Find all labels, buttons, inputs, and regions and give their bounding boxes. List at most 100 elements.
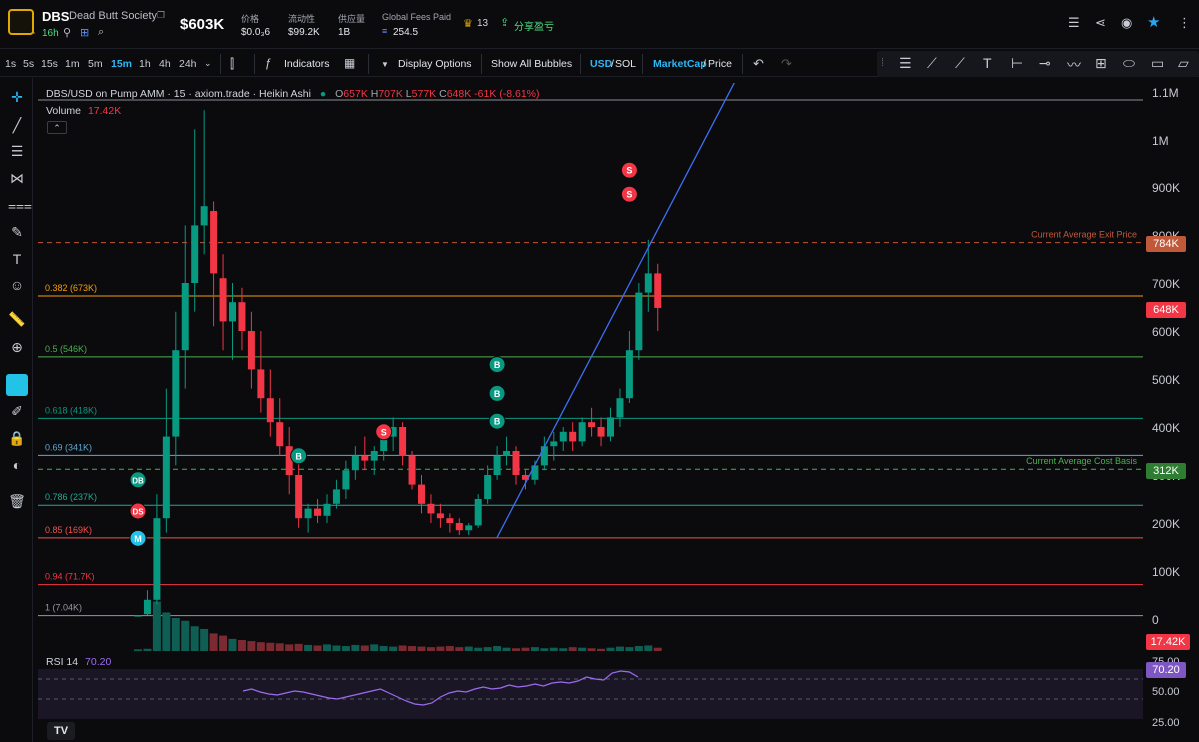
mode-price[interactable]: Price <box>708 58 732 70</box>
candle-body <box>654 273 662 308</box>
top-header: DBS Dead Butt Society ❐ ◔ 16h ⚲ ⊞ ⌕ $603… <box>0 0 1199 49</box>
volume-bar <box>237 640 246 651</box>
trade-marker <box>129 502 147 520</box>
text-icon[interactable]: T <box>12 251 22 267</box>
hlines-icon[interactable]: ☰ <box>899 55 912 71</box>
text-tool-icon[interactable]: T <box>983 55 992 71</box>
copy-icon[interactable]: ❐ <box>157 10 166 20</box>
search-icon[interactable]: ⌕ <box>98 26 105 38</box>
volume-bar <box>521 647 530 651</box>
volume-bar <box>644 645 653 651</box>
currency-usd[interactable]: USD <box>590 58 613 70</box>
trendline-icon[interactable]: ╱ <box>12 117 22 133</box>
fib-icon[interactable]: ⩶ <box>8 197 32 213</box>
share-network-icon[interactable]: ⋖ <box>1095 15 1106 30</box>
timeframe-24h[interactable]: 24h <box>179 58 197 70</box>
redo-icon[interactable]: ↷ <box>781 56 792 71</box>
measure-icon[interactable]: ⊢ <box>1011 55 1024 71</box>
rsi-band <box>38 669 1143 719</box>
candle-body <box>625 350 633 399</box>
callout-icon[interactable]: ▭ <box>1151 55 1165 71</box>
lock-icon[interactable]: 🔒 <box>8 430 26 446</box>
horizontal-lines-icon[interactable]: ☰ <box>10 143 24 159</box>
timeframe-4h[interactable]: 4h <box>159 58 171 70</box>
volume-bar <box>445 646 454 651</box>
crown-icon: ♛ <box>463 18 473 30</box>
share-pnl-button[interactable]: 分享盈亏 <box>514 22 554 33</box>
legend-h-label: H <box>370 88 379 100</box>
more-icon[interactable]: ⋮ <box>1178 15 1191 30</box>
timeframe-1m[interactable]: 1m <box>65 58 80 70</box>
candle-body <box>455 523 463 531</box>
list-icon[interactable]: ☰ <box>1068 15 1080 30</box>
holders-count: 13 <box>477 18 489 29</box>
tradingview-logo[interactable]: TV <box>47 722 75 740</box>
note-icon[interactable]: ▱ <box>1178 55 1189 71</box>
magnet-icon[interactable] <box>6 374 28 396</box>
volume-bar <box>143 648 152 651</box>
chevron-down-icon[interactable]: ⌄ <box>204 58 212 68</box>
volume-bar <box>266 642 275 651</box>
path-icon[interactable]: 〰 <box>1067 57 1081 73</box>
grid-icon[interactable]: ⊞ <box>80 27 90 39</box>
chart-canvas[interactable]: 0.382 (673K) 0.5 (546K) 0.618 (418K) 0.69 (… <box>38 0 1143 723</box>
ellipse-icon[interactable]: ⬭ <box>1123 55 1135 71</box>
layout-icon[interactable]: ▦ <box>344 56 356 70</box>
legend-change: -61K (-8.61%) <box>474 88 540 100</box>
candle-body <box>446 518 454 523</box>
candle-body <box>418 484 425 504</box>
zoom-icon[interactable]: ⊕ <box>11 339 23 355</box>
drag-handle-icon[interactable]: ⁞ <box>881 57 885 69</box>
undo-icon[interactable]: ↶ <box>753 56 764 71</box>
draw-lock-icon[interactable]: ✐ <box>11 403 23 419</box>
eye-icon[interactable]: ◉ <box>1121 15 1133 30</box>
candle-body <box>635 292 643 351</box>
timeframe-5s[interactable]: 5s <box>23 58 35 70</box>
ruler-icon[interactable]: 📏 <box>8 311 26 327</box>
link-icon[interactable]: ⚲ <box>63 27 72 39</box>
brush-icon[interactable]: ✎ <box>11 224 23 240</box>
volume-bar <box>294 643 303 651</box>
hide-icon[interactable]: ◐ <box>12 457 22 473</box>
pattern-icon[interactable]: ⋈ <box>10 170 24 186</box>
mode-marketcap[interactable]: MarketCap <box>653 58 707 70</box>
candle-body <box>408 455 416 485</box>
chart-pane[interactable]: 0.382 (673K) 0.5 (546K) 0.618 (418K) 0.69 (… <box>38 0 1143 723</box>
caret-down-icon[interactable]: ▼ <box>381 60 389 69</box>
emoji-icon[interactable]: ☺ <box>9 277 25 293</box>
axis-tick: 400K <box>1152 421 1181 435</box>
fx-icon[interactable]: ƒ <box>265 56 272 70</box>
candle-body <box>503 451 511 456</box>
fees-value: 254.5 <box>393 27 419 38</box>
trade-marker-label: S <box>626 190 632 200</box>
timeframe-1s[interactable]: 1s <box>5 58 17 70</box>
collapse-legend-button[interactable]: ⌃ <box>47 121 67 134</box>
axis-tick: 500K <box>1152 373 1181 387</box>
crosshair-icon[interactable]: ✛ <box>11 89 23 105</box>
divider <box>580 54 581 74</box>
candle-body <box>210 211 218 274</box>
token-symbol: DBS <box>42 9 70 24</box>
rect-icon[interactable]: ⊞ <box>1095 55 1107 71</box>
candle-type-icon[interactable]: ⫿ <box>230 56 235 71</box>
timeframe-15s[interactable]: 15s <box>41 58 58 70</box>
volume-bar <box>455 647 464 651</box>
trend-icon[interactable]: ⟋ <box>927 55 937 71</box>
show-bubbles-button[interactable]: Show All Bubbles <box>491 58 573 70</box>
volume-bar <box>200 629 209 651</box>
token-name: Dead Butt Society <box>69 10 158 22</box>
trash-icon[interactable]: 🗑 <box>8 493 26 509</box>
currency-sol[interactable]: SOL <box>615 58 637 70</box>
indicators-button[interactable]: Indicators <box>284 58 330 70</box>
ray-icon[interactable]: ⟋ <box>955 55 965 71</box>
share-icon[interactable]: ⇪ <box>500 17 510 29</box>
candle-body <box>219 278 227 322</box>
rsi-legend: RSI 14 70.20 <box>46 656 111 668</box>
hline-icon[interactable]: ⊸ <box>1039 55 1051 71</box>
timeframe-15m[interactable]: 15m <box>111 58 133 70</box>
fib-level-label: 1 (7.04K) <box>45 603 82 613</box>
timeframe-1h[interactable]: 1h <box>139 58 151 70</box>
star-icon[interactable]: ★ <box>1147 14 1161 31</box>
display-options-button[interactable]: Display Options <box>398 58 472 70</box>
timeframe-5m[interactable]: 5m <box>88 58 103 70</box>
